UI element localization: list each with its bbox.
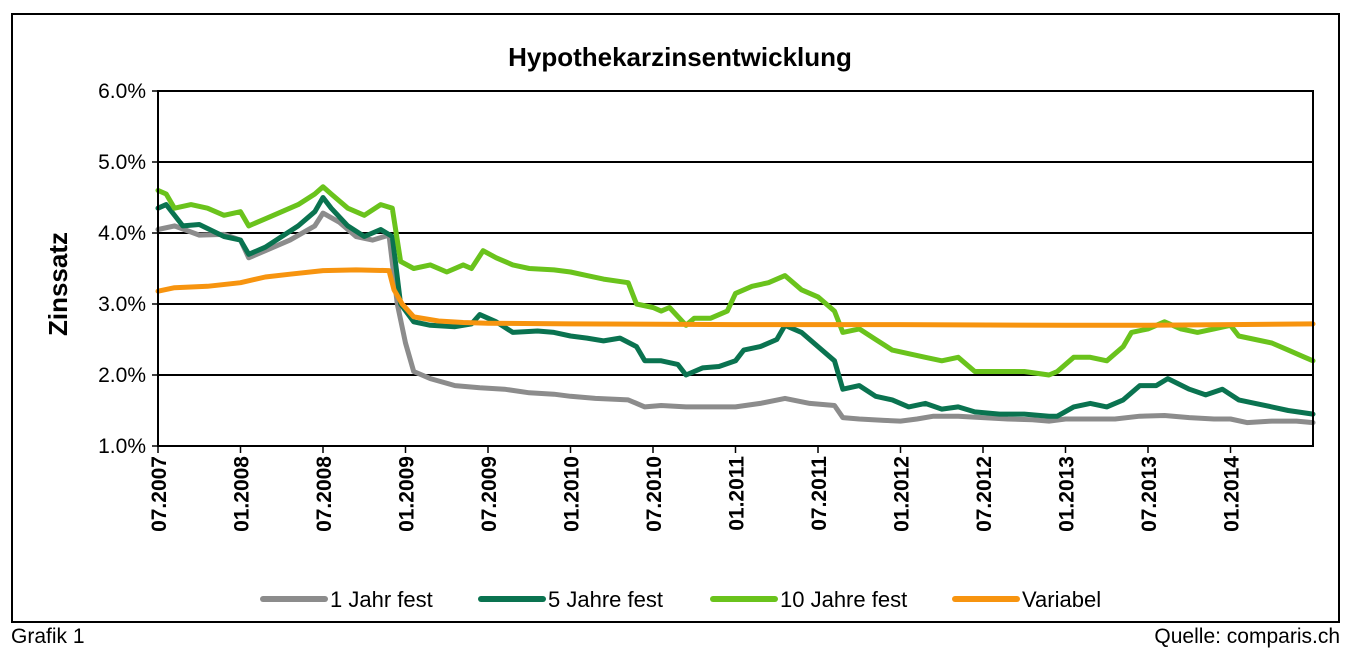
x-tick-label: 07.2012	[973, 456, 996, 532]
x-tick-label: 01.2013	[1056, 456, 1079, 532]
legend-label: 10 Jahre fest	[780, 587, 907, 612]
series-line-10-jahre-fest	[155, 184, 1316, 378]
y-tick-label: 6.0%	[98, 80, 146, 103]
figure-caption: Grafik 1	[11, 625, 85, 648]
x-tick-label: 07.2010	[643, 456, 666, 532]
x-tick-label: 07.2009	[478, 456, 501, 532]
x-tick-label: 01.2011	[726, 456, 749, 531]
x-tick-label: 07.2007	[148, 456, 171, 532]
y-tick-label: 4.0%	[98, 222, 146, 245]
x-tick-label: 01.2014	[1221, 456, 1244, 532]
chart-title: Hypothekarzinsentwicklung	[508, 42, 852, 72]
series-line-variabel	[155, 267, 1316, 328]
legend-label: 1 Jahr fest	[330, 587, 433, 612]
chart-frame: Hypothekarzinsentwicklung Zinssatz 1.0% 2…	[11, 13, 1340, 623]
axes: 1.0% 2.0% 3.0% 4.0% 5.0% 6.0% 07.2007 01.2008 07…	[98, 80, 1314, 532]
y-tick-label: 1.0%	[98, 435, 146, 458]
y-tick-label: 3.0%	[98, 293, 146, 316]
y-tick-label: 5.0%	[98, 151, 146, 174]
x-tick-label: 01.2012	[891, 456, 914, 532]
plot-area-border	[157, 90, 1314, 447]
x-tick-label: 07.2011	[808, 456, 831, 531]
legend: 1 Jahr fest 5 Jahre fest 10 Jahre fest Vari…	[260, 587, 1101, 612]
series-line-5-jahre-fest	[155, 195, 1316, 419]
y-axis-label: Zinssatz	[43, 232, 73, 336]
y-tick-label: 2.0%	[98, 364, 146, 387]
x-tick-label: 01.2009	[396, 456, 419, 532]
x-tick-label: 01.2008	[231, 456, 254, 532]
legend-label: 5 Jahre fest	[548, 587, 663, 612]
x-tick-label: 07.2008	[313, 456, 336, 532]
x-tick-label: 01.2010	[561, 456, 584, 532]
legend-label: Variabel	[1022, 587, 1101, 612]
series-line-1-jahr-fest	[155, 210, 1316, 426]
source-credit: Quelle: comparis.ch	[1154, 625, 1340, 648]
x-tick-label: 07.2013	[1138, 456, 1161, 532]
line-chart: Hypothekarzinsentwicklung Zinssatz 1.0% 2…	[43, 42, 1316, 612]
series-lines	[155, 184, 1316, 426]
